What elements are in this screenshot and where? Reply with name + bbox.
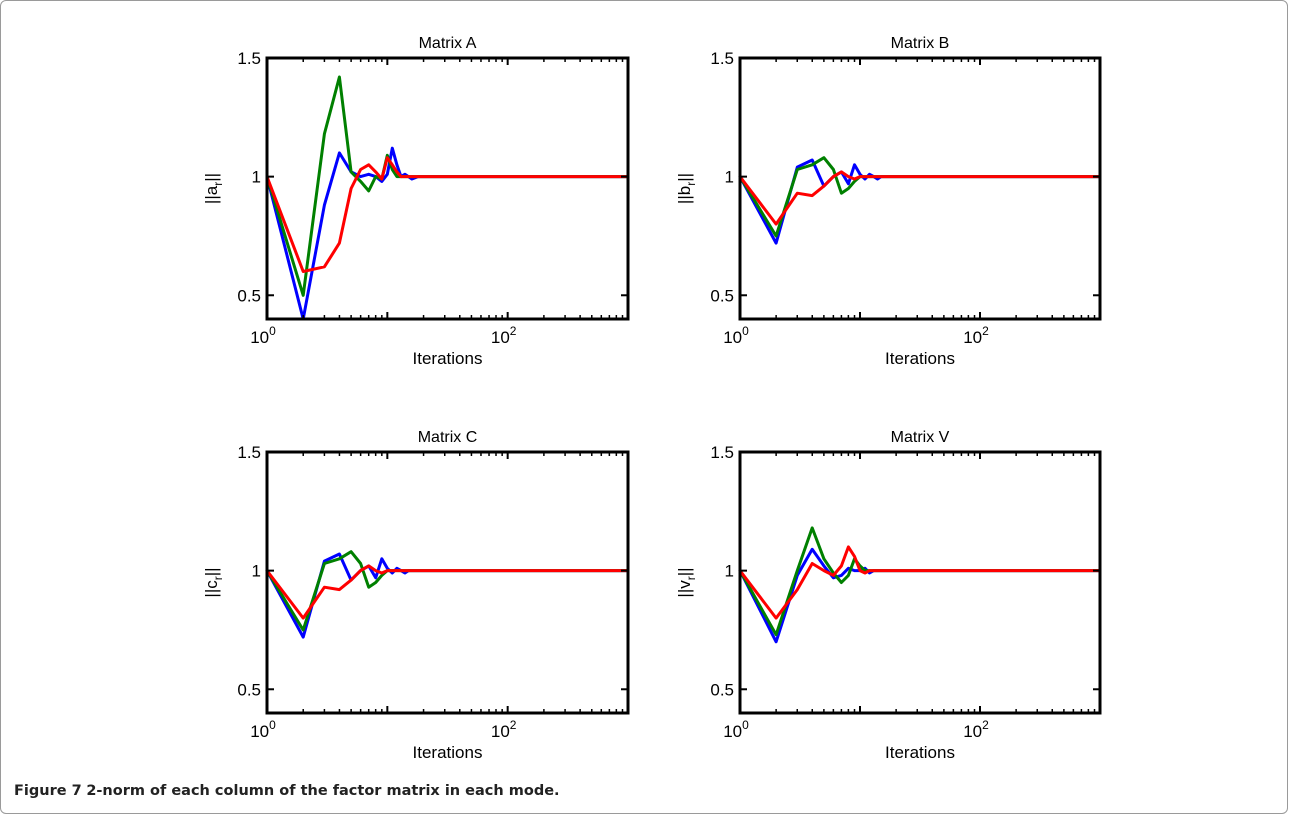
y-tick-label: 0.5 bbox=[237, 680, 261, 699]
chart-title: Matrix V bbox=[891, 429, 950, 446]
y-tick-label: 1 bbox=[725, 562, 734, 581]
axes-box bbox=[738, 56, 1102, 321]
y-axis-label: ||vr|| bbox=[675, 567, 698, 597]
y-tick-label: 0.5 bbox=[710, 286, 734, 305]
x-tick-label: 102 bbox=[491, 718, 517, 741]
y-tick-label: 1.5 bbox=[237, 49, 261, 68]
chart-panel-2: Matrix B 0.5 1 1.5 100 102 Iterations ||br|| bbox=[675, 35, 1102, 368]
series-line-1 bbox=[265, 552, 630, 639]
y-tick-label: 1.5 bbox=[710, 443, 734, 462]
x-tick-label: 100 bbox=[723, 718, 749, 741]
chart-panel-4: Matrix V 0.5 1 1.5 100 102 Iterations ||vr|| bbox=[675, 429, 1102, 762]
x-axis-label: Iterations bbox=[885, 349, 955, 368]
y-tick-label: 1 bbox=[252, 168, 261, 187]
axes-box bbox=[265, 56, 630, 321]
series-line-2 bbox=[738, 526, 1102, 637]
y-axis-label: ||ar|| bbox=[202, 173, 225, 204]
x-axis-label: Iterations bbox=[413, 349, 483, 368]
caption-label: Figure 7 bbox=[14, 783, 82, 799]
y-tick-label: 0.5 bbox=[237, 286, 261, 305]
y-tick-label: 1.5 bbox=[710, 49, 734, 68]
y-tick-label: 1 bbox=[252, 562, 261, 581]
y-axis-label: ||br|| bbox=[675, 173, 698, 204]
series-line-1 bbox=[265, 146, 630, 321]
chart-title: Matrix C bbox=[418, 429, 478, 446]
x-tick-label: 100 bbox=[723, 324, 749, 347]
x-tick-label: 102 bbox=[491, 324, 517, 347]
chart-title: Matrix A bbox=[419, 35, 477, 52]
series-line-3 bbox=[265, 156, 630, 273]
x-tick-label: 102 bbox=[963, 718, 989, 741]
chart-panel-3: Matrix C 0.5 1 1.5 100 102 Iterations ||cr|| bbox=[202, 429, 630, 762]
caption-text: 2-norm of each column of the factor matr… bbox=[86, 783, 560, 799]
x-tick-label: 100 bbox=[250, 324, 276, 347]
series-line-1 bbox=[738, 158, 1102, 245]
y-tick-label: 0.5 bbox=[710, 680, 734, 699]
x-axis-label: Iterations bbox=[413, 743, 483, 762]
y-tick-label: 1.5 bbox=[237, 443, 261, 462]
x-axis-label: Iterations bbox=[885, 743, 955, 762]
series-line-3 bbox=[738, 170, 1102, 226]
series-line-2 bbox=[265, 75, 630, 297]
y-tick-label: 1 bbox=[725, 168, 734, 187]
chart-panel-1: Matrix A 0.5 1 1.5 100 102 Iterations ||ar|| bbox=[202, 35, 630, 368]
chart-title: Matrix B bbox=[891, 35, 950, 52]
series-line-3 bbox=[265, 564, 630, 620]
y-axis-label: ||cr|| bbox=[202, 567, 225, 597]
figure-caption: Figure 7 2-norm of each column of the fa… bbox=[14, 783, 560, 799]
x-tick-label: 102 bbox=[963, 324, 989, 347]
axes-box bbox=[738, 450, 1102, 715]
x-tick-label: 100 bbox=[250, 718, 276, 741]
axes-box bbox=[265, 450, 630, 715]
series-line-3 bbox=[738, 545, 1102, 620]
